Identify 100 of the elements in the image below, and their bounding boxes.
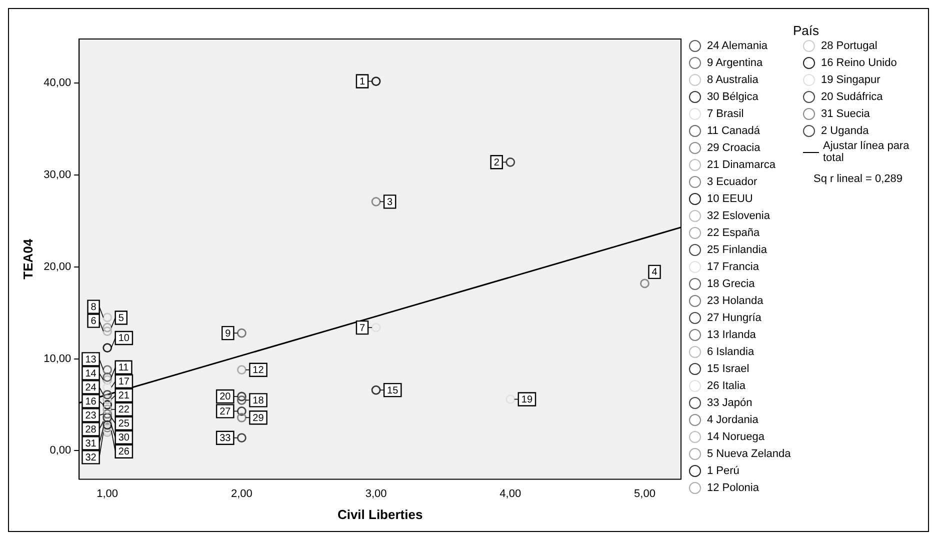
point [102,409,112,419]
legend-label: 1 Perú [707,465,740,477]
point [102,326,112,336]
legend-label: 20 Sudáfrica [821,91,883,103]
annotation: 26 [118,446,130,458]
legend-label: 19 Singapur [821,74,880,86]
annotation: 32 [85,452,97,464]
annotation: 3 [387,196,394,208]
point [102,400,112,410]
annotation: 1 [359,76,366,88]
legend-label: 31 Suecia [821,108,870,120]
x-tick-label: 3,00 [365,488,387,500]
legend-label: 3 Ecuador [707,176,758,188]
legend-label: 18 Grecia [707,278,755,290]
annotation: 8 [90,302,97,314]
point [102,365,112,375]
point [102,382,112,392]
annotation: 25 [118,418,130,430]
annotation: 28 [85,424,97,436]
point [236,392,246,402]
legend-label: 2 Uganda [821,125,869,137]
y-tick-label: 10,00 [44,352,72,365]
legend-label: 7 Brasil [707,108,744,120]
annotation: 10 [118,333,130,344]
annotation: 15 [387,385,399,396]
annotation: 21 [118,390,130,402]
annotation: 22 [118,404,130,416]
legend-title: País [792,23,820,38]
point [506,394,516,404]
point [102,312,112,322]
legend-label: Ajustar línea para total [823,140,910,164]
point [640,278,650,288]
legend-label: 17 Francia [707,261,759,273]
point [371,76,381,86]
point [102,394,112,404]
annotation: 9 [225,328,232,340]
legend-label: 23 Holanda [707,295,764,307]
y-tick-label: 40,00 [44,77,72,90]
point [102,404,112,414]
legend-label: 9 Argentina [707,57,763,69]
legend-label: 16 Reino Unido [821,57,897,69]
annotation: 31 [85,438,97,450]
legend-label: 33 Japón [707,397,752,409]
annotation: 24 [85,382,97,394]
point [102,420,112,430]
annotation: 30 [118,432,130,444]
point [236,412,246,422]
text: Sq r lineal = 0,289 [812,173,904,185]
annotation: 20 [220,392,232,403]
point [236,328,246,338]
legend-label: 5 Nueva Zelanda [707,448,791,460]
x-axis-title: Civil Liberties [337,506,423,522]
y-axis-title: TEA04 [20,238,36,280]
annotation: 13 [85,354,97,366]
point [236,395,246,405]
y-tick-label: 0,00 [50,444,72,457]
annotation: 29 [252,412,264,424]
legend-label: 21 Dinamarca [707,159,776,171]
legend-label: 25 Finlandia [707,244,767,256]
annotation: 18 [252,395,264,406]
annotation: 11 [118,362,130,374]
legend-label: 29 Croacia [707,142,760,154]
legend-label: 14 Noruega [707,431,764,443]
point [102,372,112,382]
legend-label: 10 EEUU [707,193,753,205]
point [102,322,112,332]
point [371,196,381,206]
point [371,385,381,395]
y-tick-label: 30,00 [44,169,72,182]
y-tick-label: 20,00 [44,260,72,273]
annotation: 12 [252,365,264,376]
x-tick-label: 1,00 [96,488,118,500]
legend-label: 30 Bélgica [707,91,758,103]
annotation: 23 [85,410,97,422]
annotation: 2 [494,157,500,168]
annotation: 7 [359,322,366,334]
legend-label: 11 Canadá [707,125,760,137]
annotation: 17 [118,376,130,388]
point [102,375,112,385]
annotation: 33 [220,433,232,444]
legend-label: 4 Jordania [707,414,758,426]
x-tick-label: 4,00 [500,488,522,500]
point [102,343,112,352]
x-tick-label: 5,00 [634,488,656,500]
point [371,322,381,332]
legend-label: 13 Irlanda [707,329,756,341]
annotation: 16 [85,396,97,408]
legend-label: 15 Israel [707,363,750,375]
point [102,412,112,422]
point [102,416,112,426]
legend-label: 12 Polonia [707,482,759,494]
legend-label: 28 Portugal [821,40,878,52]
annotation: 6 [90,316,97,328]
annotation: 14 [85,368,97,380]
legend-label: 26 Italia [707,380,746,392]
annotation: 5 [118,313,124,324]
annotation: 27 [220,406,232,418]
legend-label: 8 Australia [707,74,758,86]
annotation: 19 [521,394,533,406]
point [102,390,112,400]
